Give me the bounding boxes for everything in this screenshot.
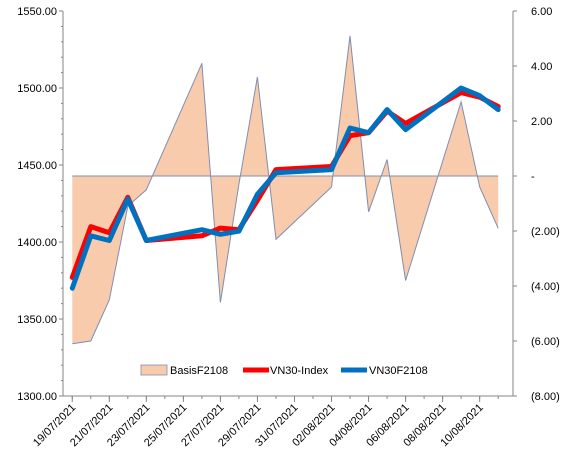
- legend-swatch-basis: [140, 364, 168, 376]
- left-axis-tick-label: 1450.00: [17, 160, 57, 172]
- legend-label-vn30-index: VN30-Index: [270, 365, 329, 377]
- right-axis-tick-label: 6.00: [531, 6, 552, 18]
- right-axis-tick-label: (2.00): [531, 226, 560, 238]
- right-axis-tick-label: (4.00): [531, 281, 560, 293]
- left-axis-tick-label: 1500.00: [17, 83, 57, 95]
- left-axis-tick-label: 1550.00: [17, 6, 57, 18]
- vn30f2108-line: [69, 85, 501, 291]
- left-axis-tick-label: 1350.00: [17, 314, 57, 326]
- right-axis-tick-label: (6.00): [531, 336, 560, 348]
- right-axis-tick-label: -: [531, 171, 535, 183]
- basis-area: [72, 35, 499, 344]
- left-axis-tick-label: 1300.00: [17, 391, 57, 403]
- legend-label-vn30f2108: VN30F2108: [369, 365, 428, 377]
- legend-label-basis: BasisF2108: [170, 365, 228, 377]
- right-axis-tick-label: (8.00): [531, 391, 560, 403]
- basis-area-edge: [72, 35, 499, 345]
- left-axis-tick-label: 1400.00: [17, 237, 57, 249]
- right-axis-tick-label: 2.00: [531, 116, 552, 128]
- right-axis-tick-label: 4.00: [531, 61, 552, 73]
